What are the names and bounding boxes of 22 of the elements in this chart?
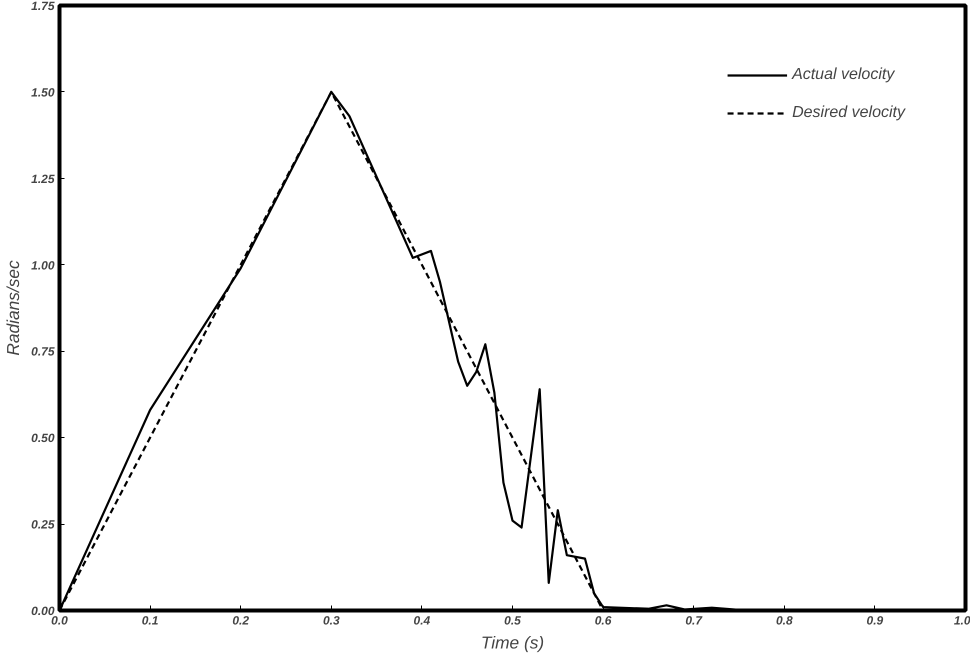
x-tick-label: 0.3 xyxy=(322,614,340,628)
legend-label: Desired velocity xyxy=(792,104,905,122)
y-tick-label: 0.25 xyxy=(31,518,55,532)
y-tick-label: 1.75 xyxy=(31,0,55,13)
y-tick-label: 1.00 xyxy=(31,258,55,272)
x-tick-label: 0.7 xyxy=(685,614,704,628)
x-axis-title: Time (s) xyxy=(480,632,544,652)
y-tick-label: 0.75 xyxy=(31,344,55,359)
legend-label: Actual velocity xyxy=(792,66,894,84)
y-axis-title: Radians/sec xyxy=(3,260,24,356)
x-tick-label: 0.9 xyxy=(866,614,884,628)
x-tick-label: 0.5 xyxy=(504,614,522,628)
x-tick-label: 1.0 xyxy=(954,614,971,628)
x-tick-label: 0.6 xyxy=(594,614,612,628)
x-tick-label: 0.2 xyxy=(232,614,250,628)
y-tick-label: 1.25 xyxy=(31,172,55,186)
x-tick-label: 0.0 xyxy=(51,614,68,628)
x-tick-label: 0.4 xyxy=(414,614,431,628)
y-tick-label: 1.50 xyxy=(31,85,55,100)
y-tick-label: 0.50 xyxy=(31,431,55,446)
x-tick-label: 0.8 xyxy=(776,614,793,628)
x-tick-label: 0.1 xyxy=(142,614,159,628)
